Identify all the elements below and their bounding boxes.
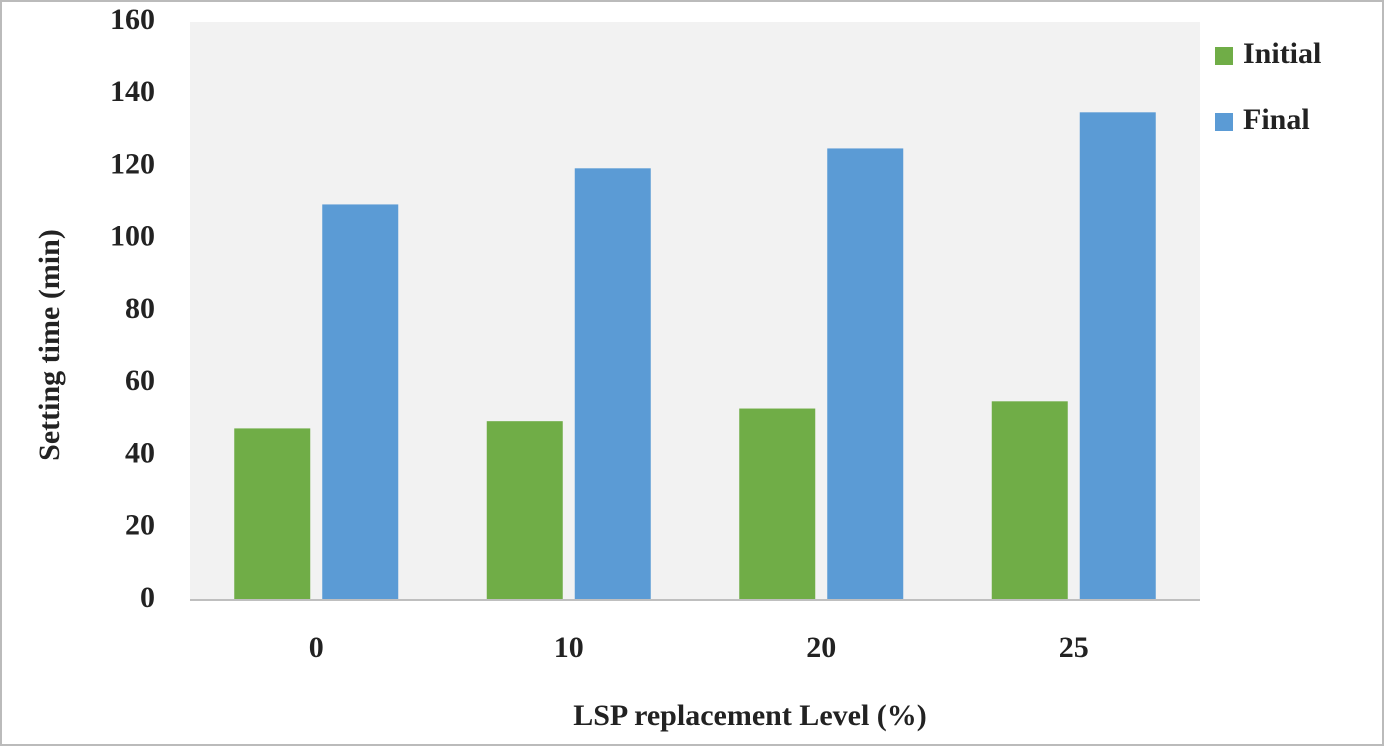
y-tick-label: 80	[125, 292, 155, 325]
y-tick-label: 100	[110, 220, 155, 253]
x-tick-label: 20	[806, 631, 836, 664]
x-axis-title: LSP replacement Level (%)	[573, 699, 927, 732]
y-tick-label: 40	[125, 436, 155, 469]
bar	[991, 401, 1068, 600]
bar	[234, 428, 311, 600]
x-tick-label: 10	[554, 631, 584, 664]
bar	[486, 421, 563, 600]
bar	[1079, 112, 1156, 600]
y-tick-label: 0	[140, 581, 155, 614]
legend-label: Initial	[1243, 37, 1321, 70]
legend-label: Final	[1243, 103, 1310, 136]
y-tick-label: 160	[110, 3, 155, 36]
y-tick-label: 120	[110, 147, 155, 180]
bar	[739, 408, 816, 600]
y-axis-title: Setting time (min)	[33, 229, 66, 461]
bar	[322, 204, 399, 600]
legend-swatch	[1215, 113, 1233, 131]
legend-swatch	[1215, 47, 1233, 65]
x-tick-label: 25	[1059, 631, 1089, 664]
y-tick-label: 20	[125, 509, 155, 542]
y-tick-label: 140	[110, 75, 155, 108]
bar	[574, 168, 651, 600]
x-tick-label: 0	[309, 631, 324, 664]
bar	[827, 148, 904, 600]
y-tick-label: 60	[125, 364, 155, 397]
